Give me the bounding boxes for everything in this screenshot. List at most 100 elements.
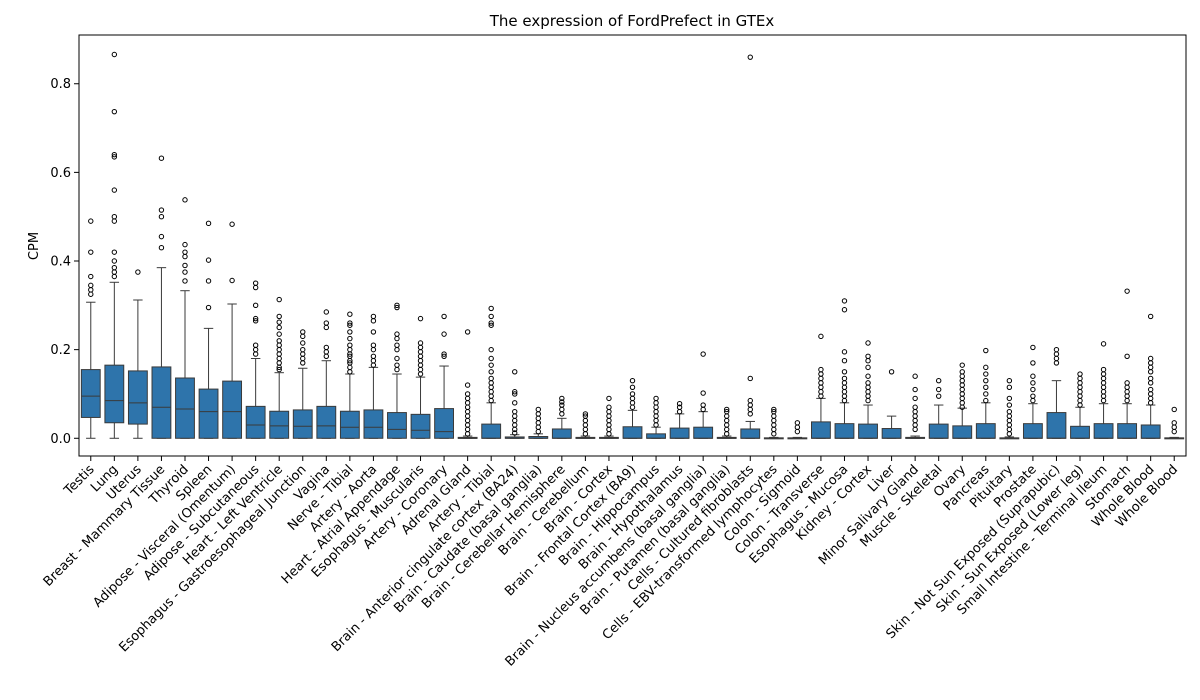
outlier-point [276,342,282,348]
outlier-point [1006,426,1013,433]
outlier-point [559,399,565,405]
outlier-point [818,333,824,340]
outlier-point [370,329,377,335]
box [434,408,454,439]
outlier-point [464,400,471,406]
outlier-point [417,366,424,373]
outlier-point [1053,351,1060,357]
outlier-point [488,384,494,391]
outlier-point [512,408,518,415]
outlier-point [347,360,353,366]
outlier-point [747,402,753,408]
outlier-point [841,358,848,364]
outlier-point [559,395,565,402]
y-tick-label: 0.4 [50,255,71,270]
outlier-point [394,346,400,353]
outlier-point [841,393,848,399]
outlier-point [488,355,494,362]
outlier-point [841,375,848,382]
outlier-point [512,389,518,395]
outlier-point [959,382,965,388]
outlier-point [441,331,447,337]
outlier-point [347,369,353,375]
box [175,377,195,439]
outlier-point [370,362,377,368]
box [1140,424,1161,439]
outlier-point [676,408,683,415]
box [292,409,313,439]
outlier-point [606,408,612,415]
outlier-point [1147,364,1154,371]
outlier-point [323,344,330,351]
outlier-point [512,400,518,406]
outlier-point [347,342,353,348]
outlier-point [1006,395,1013,402]
outlier-point [300,346,306,353]
box [363,409,384,439]
outlier-point [158,207,165,213]
outlier-point [1006,413,1013,419]
outlier-point [794,420,801,426]
outlier-point [276,296,282,303]
outlier-point [1030,380,1036,386]
outlier-point [252,342,259,348]
box [1117,423,1138,439]
box [151,366,172,439]
outlier-point [771,417,777,424]
outlier-point [935,386,942,393]
outlier-point [794,424,801,430]
outlier-point [1171,424,1177,430]
outlier-point [111,258,118,264]
outlier-point [582,431,589,437]
outlier-point [1077,380,1083,386]
box [316,405,337,439]
outlier-point [888,369,895,375]
outlier-point [276,351,282,357]
outlier-point [88,218,94,224]
box [1046,412,1067,439]
outlier-point [935,393,942,399]
outlier-point [323,324,330,331]
outlier-point [135,269,141,275]
outlier-point [983,371,989,377]
outlier-point [582,422,589,428]
outlier-point [724,406,730,413]
outlier-point [1077,371,1083,377]
outlier-point [205,220,212,227]
outlier-point [676,404,683,410]
outlier-point [1124,393,1130,399]
outlier-point [276,313,282,320]
outlier-point [559,402,565,408]
outlier-point [488,380,494,386]
outlier-point [512,430,518,436]
outlier-point [1077,384,1083,391]
outlier-point [747,411,753,417]
outlier-point [488,313,494,320]
outlier-point [841,369,848,375]
outlier-point [676,401,683,407]
outlier-point [417,349,424,355]
box [198,388,219,439]
outlier-point [205,304,212,311]
outlier-point [582,413,589,419]
outlier-point [841,307,848,313]
outlier-point [771,406,777,413]
y-tick-label: 0.8 [50,77,71,92]
y-tick-label: 0.6 [50,166,71,181]
outlier-point [276,319,282,325]
outlier-point [370,358,377,364]
outlier-point [841,349,848,355]
outlier-point [1053,346,1060,353]
outlier-point [959,362,965,368]
outlier-point [88,282,94,289]
outlier-point [512,413,518,419]
outlier-point [1100,380,1107,386]
outlier-point [347,311,353,317]
outlier-point [1100,389,1107,395]
outlier-point [252,284,259,291]
outlier-point [276,324,282,331]
outlier-point [841,397,848,404]
y-tick-label: 0.2 [50,343,71,358]
outlier-point [205,278,212,284]
